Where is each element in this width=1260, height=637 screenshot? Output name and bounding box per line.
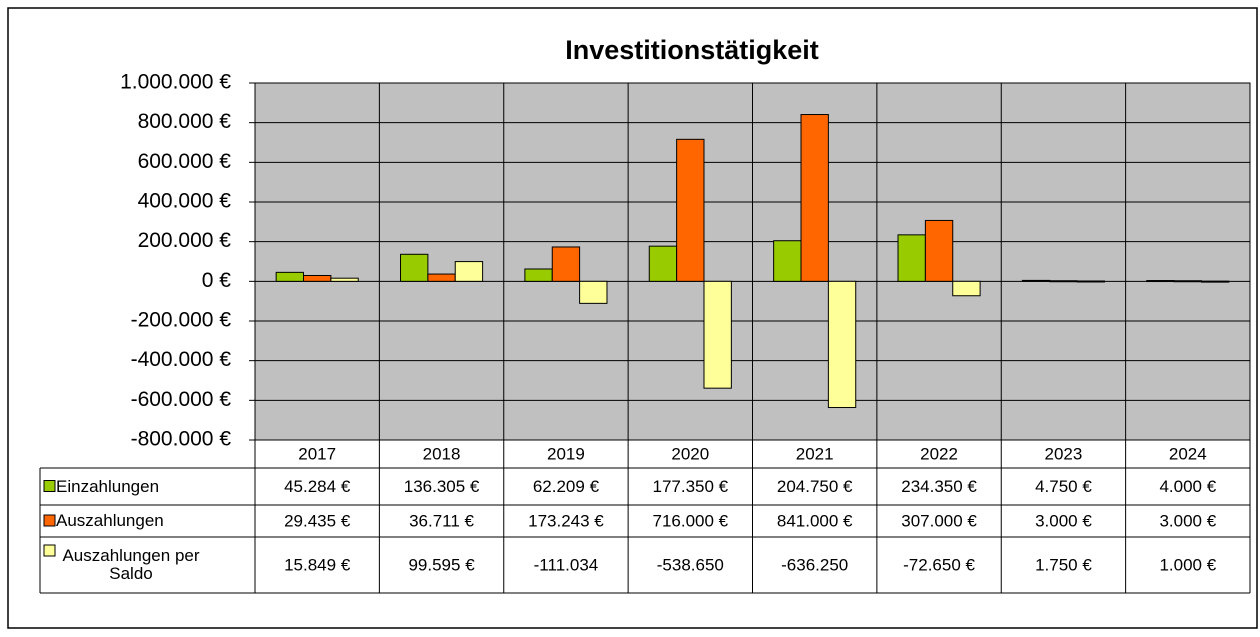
data-label: 177.350 €	[652, 477, 728, 496]
data-label: 204.750 €	[777, 477, 853, 496]
legend-label: Einzahlungen	[56, 476, 160, 496]
bar	[773, 240, 802, 282]
bar	[952, 280, 981, 297]
bar	[454, 261, 484, 282]
data-label: 4.750 €	[1035, 477, 1092, 496]
y-tick-label: -800.000 €	[131, 428, 232, 451]
legend-label-box: Auszahlungen per Saldo	[62, 546, 200, 583]
legend-label-box: Einzahlungen	[56, 476, 160, 496]
bar	[897, 234, 926, 282]
data-label: 136.305 €	[404, 477, 480, 496]
bar	[1076, 280, 1105, 283]
y-tick-label: 400.000 €	[138, 190, 232, 213]
bar	[303, 274, 332, 282]
data-label: 99.595 €	[408, 555, 475, 574]
bar	[427, 273, 456, 282]
data-label: 15.849 €	[284, 555, 351, 574]
bar	[579, 280, 608, 304]
bar	[924, 219, 954, 282]
data-label: 173.243 €	[528, 511, 604, 530]
bar	[827, 280, 857, 409]
data-label: -72.650 €	[903, 555, 975, 574]
y-tick-label: 800.000 €	[138, 110, 232, 133]
x-tick-label: 2024	[1169, 444, 1207, 463]
legend-swatch	[43, 544, 56, 557]
bar	[330, 277, 359, 282]
bar	[400, 253, 429, 282]
data-label: 1.750 €	[1035, 555, 1092, 574]
legend-label: Auszahlungen	[56, 511, 164, 530]
bar	[676, 138, 705, 282]
data-label: 716.000 €	[652, 511, 728, 530]
data-label: 234.350 €	[901, 477, 977, 496]
data-label: 3.000 €	[1035, 511, 1092, 530]
data-label: 3.000 €	[1159, 511, 1216, 530]
data-label: 1.000 €	[1159, 555, 1216, 574]
bar	[1146, 280, 1175, 283]
bar	[1200, 280, 1230, 283]
y-tick-label: -400.000 €	[131, 348, 232, 371]
y-tick-label: -200.000 €	[131, 309, 232, 332]
x-tick-label: 2017	[298, 444, 336, 463]
x-tick-label: 2018	[423, 444, 461, 463]
legend-swatch	[43, 480, 56, 492]
data-label: 4.000 €	[1159, 477, 1216, 496]
data-label: -636.250	[781, 555, 848, 574]
y-tick-label: -600.000 €	[131, 388, 232, 411]
legend-label: Auszahlungen per Saldo	[62, 546, 200, 583]
x-tick-label: 2021	[796, 444, 834, 463]
data-label: 36.711 €	[409, 511, 474, 530]
data-label: 62.209 €	[533, 477, 600, 496]
x-tick-label: 2023	[1045, 444, 1083, 463]
data-label: 841.000 €	[777, 511, 853, 530]
y-tick-label: 600.000 €	[138, 150, 232, 173]
data-label: -538.650	[657, 555, 724, 574]
bar	[800, 114, 829, 282]
y-tick-label: 0 €	[202, 269, 232, 292]
legend-label-box: Auszahlungen	[56, 511, 164, 530]
data-label: 307.000 €	[901, 511, 977, 530]
bar	[648, 245, 678, 282]
x-tick-label: 2019	[547, 444, 585, 463]
bar	[703, 280, 732, 389]
bar	[524, 268, 553, 282]
x-tick-label: 2022	[920, 444, 958, 463]
y-tick-label: 1.000.000 €	[120, 71, 231, 94]
bar	[1021, 279, 1051, 282]
data-label: 45.284 €	[284, 477, 351, 496]
x-tick-label: 2020	[671, 444, 709, 463]
y-tick-label: 200.000 €	[138, 229, 232, 252]
data-label: -111.034	[534, 555, 599, 574]
chart-title: Investitionstätigkeit	[565, 35, 819, 65]
bar	[551, 246, 581, 282]
bar	[1173, 280, 1202, 283]
bar	[275, 271, 305, 282]
legend-swatch	[43, 514, 56, 527]
data-label: 29.435 €	[284, 511, 351, 530]
bar	[1049, 280, 1078, 283]
